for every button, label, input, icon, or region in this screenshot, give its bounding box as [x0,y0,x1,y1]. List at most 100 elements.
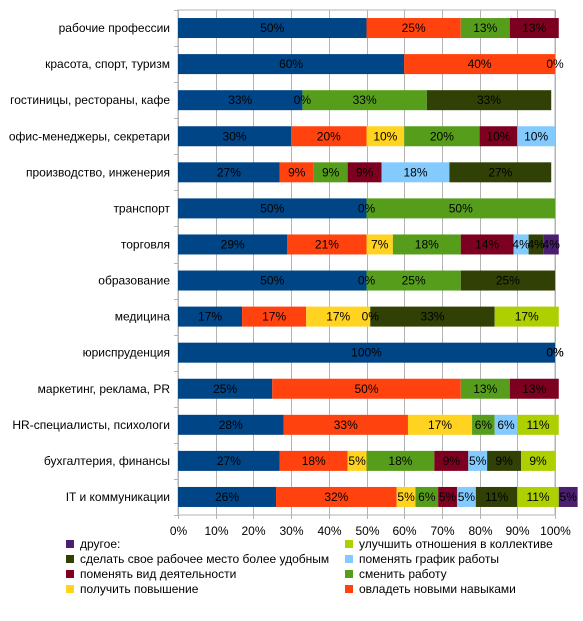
bar-segment [460,378,510,399]
bar-segment [404,126,480,147]
category-label: офис-менеджеры, секретари [9,129,170,143]
category-label: медицина [115,310,171,324]
bar-segment [178,378,273,399]
legend-swatch [345,570,353,578]
category-label: образование [98,274,170,288]
data-label: 18% [415,237,439,251]
data-label: 5% [439,490,457,504]
bar-segment [392,234,461,255]
data-label: 26% [215,490,239,504]
x-tick-label: 30% [279,524,303,538]
data-labels-layer: 50% 25% 13% 13% 60% 40% 0% 33% 0% 33% 33% 30% 20% 10%… [198,21,577,504]
data-label: 0% [358,201,376,215]
bar-segment [517,486,559,507]
data-label: 50% [260,274,284,288]
data-label: 20% [317,129,341,143]
data-label: 0% [546,57,564,71]
data-label: 4% [543,237,561,251]
bar-segment [487,450,522,471]
x-tick-label: 80% [468,524,492,538]
legend-label: другое: [80,537,120,551]
data-label: 7% [371,237,389,251]
data-label: 5% [560,490,578,504]
bar-segment [178,90,303,111]
bar-segment [543,234,559,255]
data-label: 13% [522,21,546,35]
data-label: 33% [334,418,358,432]
bar-segment [279,162,314,183]
bar-segment [494,414,518,435]
category-label: транспорт [113,201,170,215]
bar-segment [178,18,367,39]
category-label: торговля [121,237,170,251]
data-label: 50% [260,21,284,35]
data-label: 5% [469,454,487,468]
data-label: 10% [486,129,510,143]
grid-layer [174,9,556,519]
bar-segment [426,90,552,111]
data-label: 50% [449,201,473,215]
bar-segment [475,486,518,507]
bar-segment [517,414,559,435]
data-label: 5% [397,490,415,504]
bar-segment [279,450,348,471]
data-label: 6% [475,418,493,432]
data-label: 33% [420,310,444,324]
bar-segment [509,18,559,39]
data-label: 17% [326,310,350,324]
data-label: 18% [403,165,427,179]
data-label: 27% [217,454,241,468]
category-label: юриспруденция [83,346,170,360]
bar-segment [347,450,367,471]
data-label: 17% [515,310,539,324]
bar-segment [178,306,243,327]
bar-segment [404,54,555,75]
data-label: 33% [353,93,377,107]
data-label: 17% [198,310,222,324]
data-label: 5% [458,490,476,504]
data-label: 0% [546,346,564,360]
data-label: 32% [324,490,348,504]
data-label: 0% [362,310,380,324]
bar-segment [178,450,280,471]
data-label: 29% [221,237,245,251]
data-label: 20% [430,129,454,143]
bar-segment [178,162,280,183]
category-label: IT и коммуникации [66,490,170,504]
x-tick-label: 50% [355,524,379,538]
bar-segment [509,378,559,399]
data-label: 25% [402,274,426,288]
x-tick-label: 40% [317,524,341,538]
data-label: 0% [546,346,564,360]
bar-segment [178,486,277,507]
bar-segment [283,414,408,435]
data-label: 40% [468,57,492,71]
bar-segment [460,18,510,39]
data-label: 33% [228,93,252,107]
data-label: 4% [512,237,530,251]
bar-segment [558,486,578,507]
bars-layer [178,18,578,507]
data-label: 17% [262,310,286,324]
bar-segment [306,306,371,327]
bar-segment [434,450,469,471]
bar-segment [396,486,416,507]
category-labels-layer: рабочие профессии красота, спорт, туризм г… [9,21,171,504]
data-label: 6% [418,490,436,504]
bar-segment [517,126,555,147]
bar-segment [528,234,544,255]
bar-segment [381,162,450,183]
bar-segment [366,450,435,471]
data-label: 27% [488,165,512,179]
data-label: 9% [356,165,374,179]
bar-segment [407,414,473,435]
bar-segment [468,450,488,471]
bar-segment [242,306,307,327]
bar-segment [178,414,284,435]
legend: другое: улучшить отношения в коллективе сд… [66,537,553,596]
data-label: 25% [496,274,520,288]
data-label: 13% [473,382,497,396]
bar-segment [494,306,559,327]
category-label: красота, спорт, туризм [45,57,170,71]
